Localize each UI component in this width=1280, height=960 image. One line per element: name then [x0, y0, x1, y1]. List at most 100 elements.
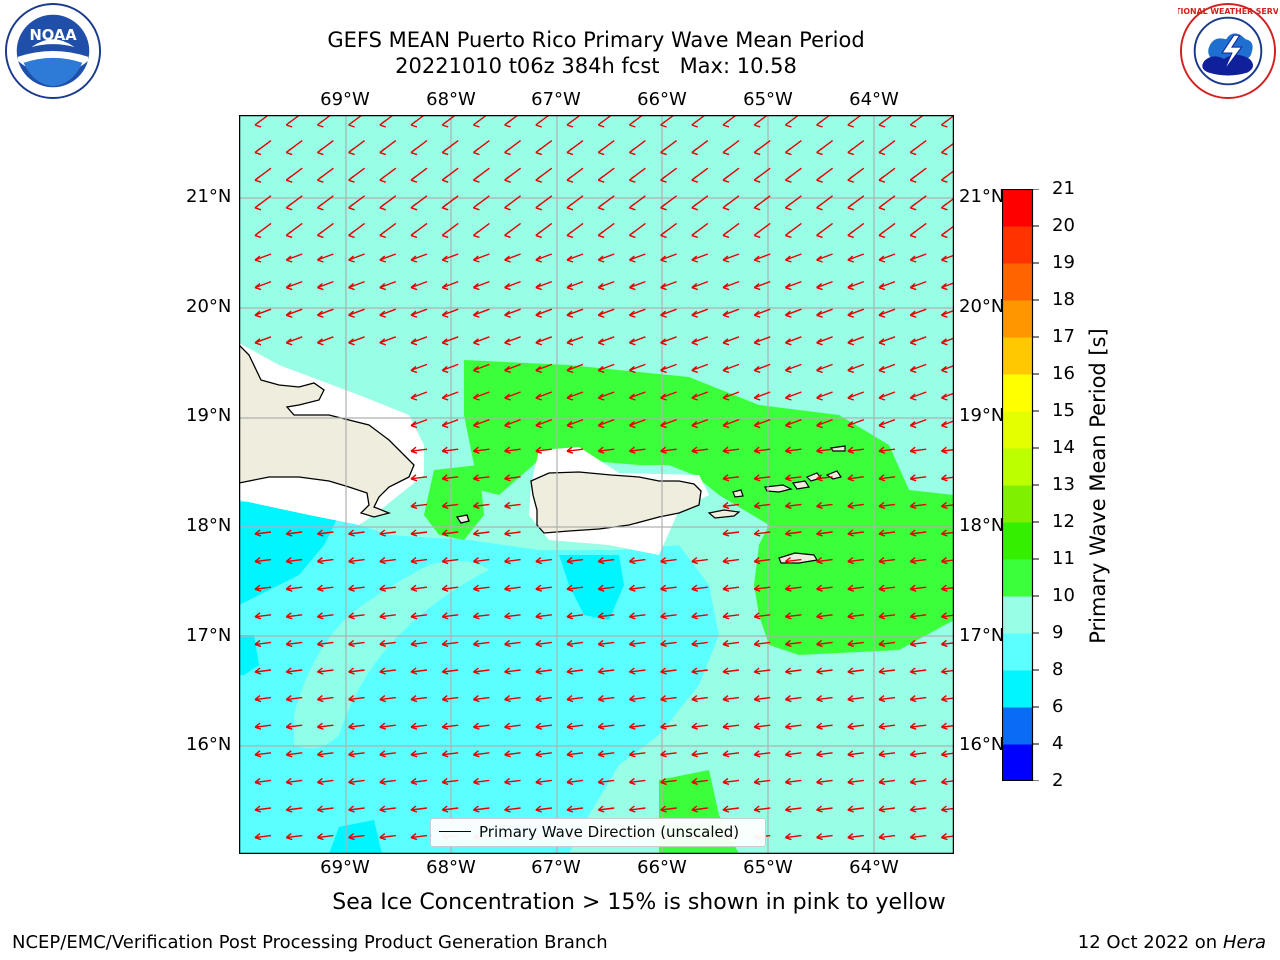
wave-direction-arrow — [379, 639, 396, 648]
wave-direction-arrow — [753, 446, 771, 454]
wave-direction-arrow — [784, 529, 802, 537]
wave-direction-arrow — [722, 363, 740, 374]
wave-direction-arrow — [504, 140, 522, 156]
sea-ice-note: Sea Ice Concentration > 15% is shown in … — [332, 890, 946, 915]
lat-label-left: 17°N — [186, 625, 232, 646]
wave-direction-arrow — [847, 474, 864, 482]
wave-direction-arrow — [379, 336, 397, 346]
wave-direction-arrow — [410, 667, 428, 675]
wave-direction-arrow — [472, 115, 488, 128]
wave-direction-arrow — [909, 667, 927, 675]
wave-direction-arrow — [348, 557, 365, 565]
wave-direction-arrow — [784, 805, 802, 813]
wave-direction-arrow — [504, 308, 521, 318]
wave-direction-arrow — [566, 750, 584, 758]
wave-direction-arrow — [566, 363, 584, 374]
wave-direction-arrow — [504, 167, 522, 183]
wave-direction-arrow — [348, 639, 365, 648]
wave-direction-arrow — [566, 777, 584, 786]
wave-direction-arrow — [410, 805, 428, 813]
wave-direction-arrow — [379, 529, 396, 537]
wave-direction-arrow — [722, 612, 740, 620]
wave-direction-arrow — [722, 639, 740, 648]
wave-direction-arrow — [441, 529, 459, 537]
wave-direction-arrow — [597, 805, 615, 813]
wave-direction-arrow — [660, 363, 677, 374]
wave-direction-arrow — [535, 446, 552, 454]
wave-direction-arrow — [816, 308, 833, 318]
wave-direction-arrow — [722, 280, 740, 291]
wave-direction-arrow — [940, 225, 954, 239]
wave-direction-arrow — [847, 722, 864, 730]
wave-direction-arrow — [597, 557, 615, 565]
wave-direction-arrow — [753, 195, 771, 211]
wave-direction-arrow — [940, 612, 954, 620]
wave-direction-arrow — [816, 667, 833, 675]
wave-direction-arrow — [472, 529, 490, 537]
wave-direction-arrow — [410, 336, 428, 346]
wave-direction-arrow — [441, 695, 459, 703]
wave-direction-arrow — [628, 195, 646, 211]
wave-direction-arrow — [254, 722, 272, 730]
colorbar-band — [1002, 596, 1033, 634]
wave-direction-arrow — [597, 308, 615, 318]
wave-direction-arrow — [784, 363, 802, 374]
lat-label-right: 19°N — [959, 405, 1005, 426]
wave-direction-arrow — [816, 750, 833, 758]
wave-direction-arrow — [441, 750, 459, 758]
wave-direction-arrow — [878, 253, 896, 263]
wave-direction-arrow — [909, 280, 927, 291]
wave-direction-arrow — [847, 280, 865, 291]
wave-direction-arrow — [316, 336, 334, 346]
wave-direction-arrow — [285, 253, 303, 263]
wave-direction-arrow — [441, 167, 459, 183]
wave-direction-arrow — [504, 639, 521, 648]
wave-direction-arrow — [504, 195, 522, 211]
wave-direction-arrow — [660, 308, 677, 318]
wave-direction-arrow — [285, 584, 303, 592]
wave-direction-arrow — [504, 750, 521, 758]
wave-direction-arrow — [535, 612, 552, 620]
wave-direction-arrow — [254, 750, 272, 758]
wave-direction-arrow — [816, 557, 833, 565]
wave-direction-arrow — [691, 418, 709, 429]
wave-direction-arrow — [566, 695, 584, 703]
wave-direction-arrow — [878, 222, 896, 239]
wave-direction-arrow — [628, 391, 646, 401]
wave-direction-arrow — [348, 280, 365, 291]
wave-direction-arrow — [410, 474, 428, 482]
wave-direction-arrow — [410, 418, 428, 429]
colorbar-tick-label: 14 — [1052, 437, 1075, 458]
wave-direction-arrow — [940, 667, 954, 675]
wave-direction-arrow — [909, 805, 927, 813]
wave-direction-arrow — [566, 195, 584, 211]
wave-direction-arrow — [878, 777, 896, 786]
wave-direction-arrow — [816, 391, 833, 401]
wave-direction-arrow — [379, 222, 397, 239]
wave-direction-arrow — [940, 639, 954, 648]
land-vieques — [707, 509, 741, 519]
lat-label-right: 20°N — [959, 296, 1005, 317]
wave-direction-arrow — [878, 557, 896, 565]
legend-label: Primary Wave Direction (unscaled) — [479, 823, 740, 841]
wave-direction-arrow — [878, 805, 896, 813]
wave-direction-arrow — [316, 222, 334, 239]
wave-direction-arrow — [441, 140, 459, 156]
wave-direction-arrow — [722, 695, 740, 703]
wave-direction-arrow — [316, 280, 334, 291]
wave-direction-arrow — [504, 501, 521, 510]
wave-direction-arrow — [784, 253, 802, 263]
wave-direction-arrow — [722, 167, 740, 183]
wave-direction-arrow — [535, 280, 553, 291]
wave-direction-arrow — [847, 557, 864, 565]
wave-direction-arrow — [722, 722, 740, 730]
wave-direction-arrow — [254, 253, 272, 263]
wave-direction-arrow — [441, 391, 459, 401]
wave-direction-arrow — [909, 529, 927, 537]
land-anegada — [829, 445, 846, 452]
wave-direction-arrow — [379, 140, 397, 156]
wave-direction-arrow — [472, 584, 490, 592]
wave-direction-arrow — [784, 195, 802, 211]
wave-direction-arrow — [878, 584, 896, 592]
wave-direction-arrow — [316, 253, 334, 263]
